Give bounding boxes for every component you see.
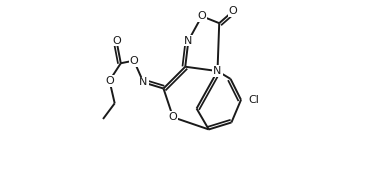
Text: N: N [139, 77, 148, 87]
Text: O: O [169, 112, 177, 122]
Text: O: O [112, 36, 121, 46]
Text: O: O [197, 11, 206, 21]
Text: O: O [229, 6, 237, 16]
Text: O: O [129, 56, 138, 66]
Text: O: O [105, 76, 114, 86]
Text: N: N [184, 36, 193, 46]
Text: N: N [213, 66, 222, 76]
Text: Cl: Cl [248, 95, 259, 105]
